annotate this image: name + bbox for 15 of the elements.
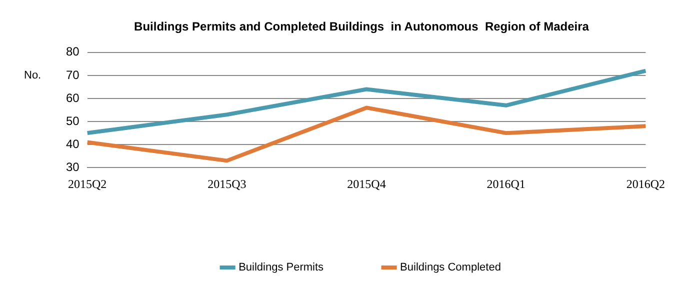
y-tick-label: 70 [66,68,80,82]
x-tick-label: 2015Q3 [208,176,246,191]
y-tick-label: 40 [66,136,80,151]
legend-label: Buildings Completed [400,262,501,274]
x-tick-label: 2015Q4 [347,176,386,191]
y-tick-label: 60 [66,90,80,105]
x-tick-label: 2016Q1 [486,176,526,191]
chart-title: Buildings Permits and Completed Buildings in Autonomous Region of Madeira [134,20,590,34]
y-tick-label: 50 [66,114,80,128]
y-tick-label: 30 [66,160,80,174]
legend-label: Buildings Permits [238,262,324,274]
x-tick-label: 2016Q2 [626,176,666,191]
x-tick-label: 2015Q2 [68,176,107,191]
y-axis-title: No. [24,69,42,82]
y-tick-label: 80 [66,44,80,59]
